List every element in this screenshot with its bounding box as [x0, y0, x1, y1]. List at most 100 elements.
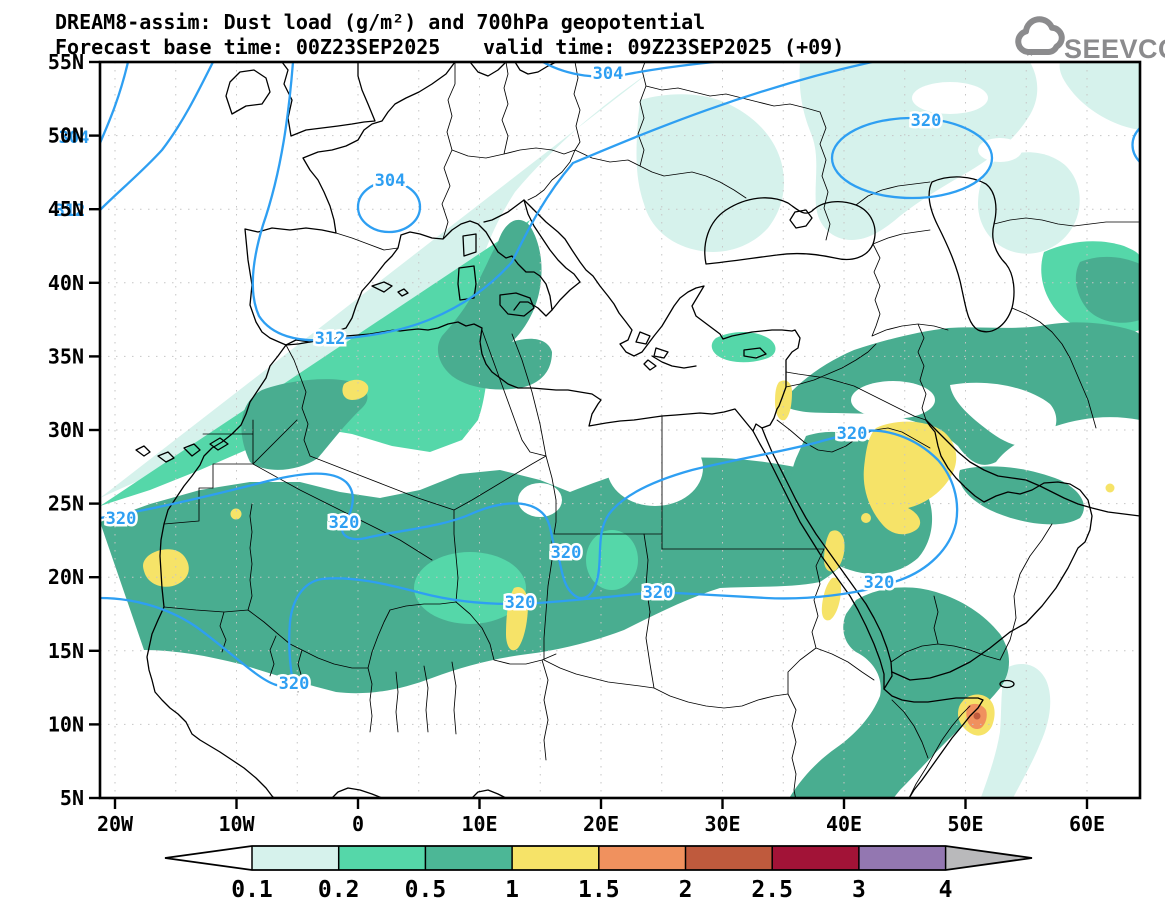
colorbar-tick-label: 1.5	[578, 877, 620, 903]
dust-region-main-0p2	[100, 220, 530, 506]
lat-label: 45N	[48, 197, 84, 221]
contour-label-312: 312	[315, 329, 346, 349]
dust-region-easteurope-0p1	[636, 94, 784, 252]
contour-label-group: 320 320 320 320 320 320 320 320 320 312 …	[103, 62, 944, 697]
dust-spot-ne-saudi	[863, 421, 957, 535]
white-hole-oman	[1065, 522, 1140, 574]
lon-label: 30E	[704, 812, 740, 836]
coastlines	[135, 62, 1140, 798]
valid-time: valid time: 09Z23SEP2025 (+09)	[483, 35, 844, 59]
dust-spot-saudi-small	[861, 513, 871, 523]
colorbar-tick-label: 2.5	[751, 877, 793, 903]
lat-label: 15N	[48, 639, 84, 663]
lat-label: 50N	[48, 124, 84, 148]
lon-label: 60E	[1069, 812, 1105, 836]
colorbar-segment	[858, 846, 946, 870]
dust-region-east-caspian-0p1	[978, 152, 1080, 254]
lat-label: 35N	[48, 344, 84, 368]
dust-spot-morocco	[342, 379, 369, 400]
white-hole-north1	[912, 82, 988, 114]
lat-label: 40N	[48, 271, 84, 295]
white-hole-north2	[978, 138, 1022, 162]
lighter-patch-chad	[586, 530, 638, 590]
lon-label: 10W	[218, 812, 255, 836]
lat-axis-labels: 55N 50N 45N 40N 35N 30N 25N 20N 15N 10N …	[48, 50, 84, 810]
cloud-icon	[1015, 16, 1065, 55]
dust-region-cyprus-0p2	[711, 332, 776, 363]
contour-label-320: 320	[911, 111, 942, 131]
lat-label: 30N	[48, 418, 84, 442]
lon-label: 10E	[461, 812, 497, 836]
dust-fill-2	[973, 712, 981, 720]
colorbar-tick-label: 2	[679, 877, 693, 903]
contour-320-caspian	[830, 116, 994, 200]
dust-spot-israel	[775, 380, 792, 421]
white-hole-zagros	[950, 382, 1057, 447]
white-hole-libya	[518, 483, 562, 517]
dust-fill-1	[143, 379, 1115, 736]
dust-holes	[414, 82, 1140, 624]
cloud-chevrons: »	[1026, 43, 1036, 61]
dust-region-ne-corner-0p1	[1059, 62, 1140, 130]
contour-label-304: 304	[59, 128, 90, 148]
colorbar-tick-label: 0.1	[231, 877, 273, 903]
contour-320-edge	[1131, 126, 1140, 164]
lat-label: 10N	[48, 712, 84, 736]
seevccc-logo: » SEEVCCC	[1015, 16, 1165, 64]
colorbar-tick-label: 0.2	[318, 877, 360, 903]
colorbar-labels: 0.1 0.2 0.5 1 1.5 2 2.5 3 4	[231, 877, 952, 903]
dust-region-uae-0p5	[959, 466, 1084, 525]
dust-spot-east-edge	[1105, 483, 1115, 493]
contour-label-304: 304	[593, 64, 624, 84]
lon-axis-labels: 20W 10W 0 10E 20E 30E 40E 50E 60E	[97, 812, 1105, 836]
lat-label: 20N	[48, 565, 84, 589]
colorbar-segment	[598, 846, 686, 870]
colorbar-separators	[251, 846, 947, 870]
colorbar-segment	[252, 846, 339, 870]
contour-label-320: 320	[551, 543, 582, 563]
page-title: DREAM8-assim: Dust load (g/m²) and 700hP…	[55, 10, 705, 34]
contour-label-320: 320	[643, 583, 674, 603]
contour-304-france	[356, 180, 422, 234]
forecast-base-time: Forecast base time: 00Z23SEP2025	[55, 35, 440, 59]
header: DREAM8-assim: Dust load (g/m²) and 700hP…	[55, 10, 844, 59]
colorbar-segment	[512, 846, 599, 870]
country-borders	[163, 62, 1140, 798]
dust-spot-mauritania	[143, 549, 189, 587]
contour-label-320: 320	[329, 513, 360, 533]
lat-label: 5N	[60, 786, 84, 810]
contour-304-west	[100, 62, 130, 145]
lat-label: 55N	[48, 50, 84, 74]
dust-spot-west-sahara	[230, 508, 242, 520]
colorbar: 0.1 0.2 0.5 1 1.5 2 2.5 3 4	[164, 845, 1033, 903]
logo-text: SEEVCCC	[1064, 34, 1165, 64]
white-hole-iraq	[851, 381, 935, 419]
colorbar-segment	[425, 846, 513, 870]
dust-region-turkmen-0p5	[1075, 256, 1140, 323]
colorbar-tick-label: 3	[852, 877, 866, 903]
dust-spot-redsea-1	[824, 530, 845, 572]
lighter-patch-niger	[414, 552, 526, 624]
lon-label: 40E	[826, 812, 862, 836]
contour-label-320: 320	[106, 509, 137, 529]
contour-304-top	[541, 62, 716, 78]
lon-label: 20E	[583, 812, 619, 836]
colorbar-tick-label: 1	[505, 877, 519, 903]
contour-label-320: 320	[505, 593, 536, 613]
contour-label-320: 320	[864, 573, 895, 593]
contour-label-304: 304	[375, 171, 406, 191]
map-canvas: 320 320 320 320 320 320 320 320 320 312 …	[100, 62, 1140, 798]
lon-label: 20W	[97, 812, 134, 836]
dust-region-horn-0p5	[789, 587, 1009, 798]
colorbar-segment	[685, 846, 773, 870]
contour-320-main	[100, 429, 959, 688]
contour-label-320: 320	[279, 674, 310, 694]
lon-label: 0	[352, 812, 364, 836]
dust-region-italy-tunisia-0p5	[437, 219, 552, 390]
contour-312-main	[251, 62, 874, 342]
axis-ticks	[89, 60, 1089, 809]
contour-label-320: 320	[837, 424, 868, 444]
dust-spot-somalia-core	[973, 712, 981, 720]
